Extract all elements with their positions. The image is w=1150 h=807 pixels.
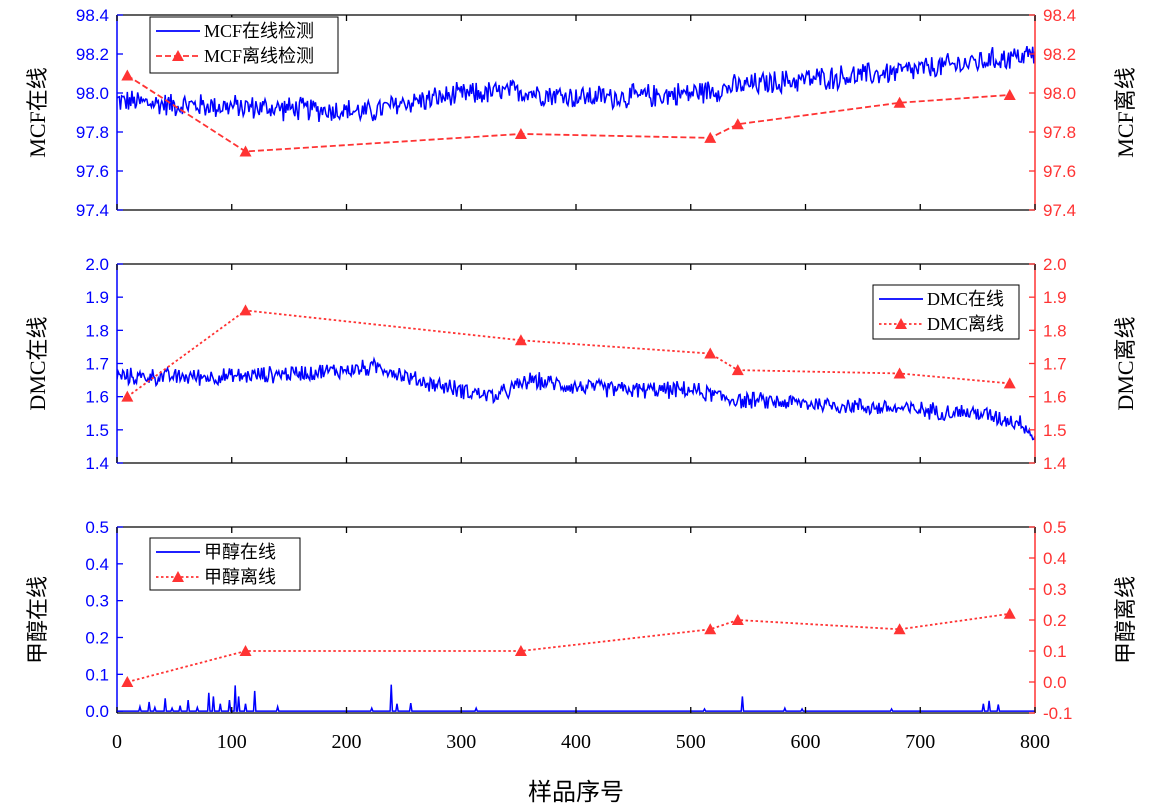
right-tick-label: 1.7 [1043,355,1067,374]
data-point-0-2 [514,127,527,139]
left-tick-label: 97.4 [76,201,109,220]
y-axis-label-left: MCF在线 [25,67,50,157]
left-tick-label: 0.0 [85,702,109,721]
right-tick-label: -0.1 [1043,704,1072,723]
data-point-2-1 [239,645,252,656]
data-point-2-6 [1003,607,1016,619]
left-tick-label: 1.8 [85,321,109,340]
legend-box [149,16,339,74]
right-tick-label: 97.6 [1043,162,1076,181]
legend-marker-1 [895,318,907,329]
right-tick-label: 98.4 [1043,6,1076,25]
legend-label-1: MCF离线检测 [204,46,314,66]
data-point-2-3 [704,623,717,635]
right-tick-label: 2.0 [1043,255,1067,274]
right-tick-label: 0.2 [1043,611,1067,630]
data-point-2-2 [514,645,527,656]
legend-marker-1 [172,571,184,582]
left-tick-label: 97.6 [76,162,109,181]
right-tick-label: 1.8 [1043,321,1067,340]
x-tick-label: 700 [905,731,935,753]
data-point-1-2 [514,334,527,346]
legend: DMC在线 DMC离线 [872,284,1020,340]
legend-label-0: DMC在线 [927,289,1004,309]
data-point-0-4 [731,118,744,130]
data-point-0-3 [704,131,717,143]
y-axis-label-left: 甲醇在线 [25,576,50,664]
left-tick-label: 0.2 [85,628,109,647]
left-tick-label: 98.0 [76,84,109,103]
data-point-1-6 [1003,377,1016,389]
legend-label-1: DMC离线 [927,314,1004,334]
series-line-1-0 [117,356,1035,441]
right-tick-label: 0.0 [1043,673,1067,692]
left-tick-label: 0.3 [85,592,109,611]
x-tick-label: 0 [112,731,122,753]
y-axis-label-right: 甲醇离线 [1113,576,1138,664]
left-tick-label: 98.2 [76,45,109,64]
right-tick-label: 0.4 [1043,549,1067,568]
right-tick-label: 97.8 [1043,123,1076,142]
right-tick-label: 1.5 [1043,421,1067,440]
x-tick-label: 100 [217,731,247,753]
left-tick-label: 2.0 [85,255,109,274]
panel-1: 1.4 1.5 1.6 1.7 1.8 1.9 2.0 1.4 1.5 1.6 1.7 1.8 1.9 2… [25,255,1138,473]
right-tick-label: 0.5 [1043,518,1067,537]
x-tick-label: 200 [332,731,362,753]
data-point-1-5 [893,367,906,379]
legend-label-0: MCF在线检测 [204,21,314,41]
data-point-0-1 [239,145,252,157]
x-tick-label: 800 [1020,731,1050,753]
left-tick-label: 0.4 [85,555,109,574]
left-tick-label: 97.8 [76,123,109,142]
legend-label-1: 甲醇离线 [204,567,276,587]
right-tick-label: 1.9 [1043,288,1067,307]
x-axis-label: 样品序号 [528,779,624,806]
data-point-2-0 [121,676,134,687]
data-point-1-4 [731,364,744,376]
x-tick-label: 300 [446,731,476,753]
left-tick-label: 0.5 [85,518,109,537]
y-axis-label-left: DMC在线 [25,316,50,410]
legend: MCF在线检测 MCF离线检测 [149,16,339,74]
data-point-0-0 [121,69,134,81]
x-tick-label: 600 [791,731,821,753]
legend-label-0: 甲醇在线 [204,542,276,562]
y-axis-label-right: DMC离线 [1113,316,1138,410]
panel-2: 0 100 200 300 400 500 600 700 800 0.0 0.1 0.2 0.3 0.4… [25,518,1138,753]
left-tick-label: 98.4 [76,6,109,25]
panel-0: 97.4 97.6 97.8 98.0 98.2 98.4 97.4 97.6 97.8 98.0… [25,6,1138,220]
left-tick-label: 0.1 [85,665,109,684]
data-point-1-1 [239,304,252,316]
right-tick-label: 0.1 [1043,642,1067,661]
left-tick-label: 1.5 [85,421,109,440]
left-tick-label: 1.6 [85,388,109,407]
x-tick-label: 500 [676,731,706,753]
right-tick-label: 97.4 [1043,201,1076,220]
data-point-1-0 [121,390,134,402]
left-tick-label: 1.4 [85,454,109,473]
legend-box [872,284,1020,340]
data-point-2-4 [731,614,744,625]
data-point-1-3 [704,347,717,359]
left-tick-label: 1.7 [85,355,109,374]
data-point-2-5 [893,623,906,635]
data-point-0-6 [1003,88,1016,100]
series-line-2-1 [127,612,1010,683]
y-axis-label-right: MCF离线 [1113,67,1138,157]
legend-marker-1 [172,50,184,61]
right-tick-label: 98.2 [1043,45,1076,64]
left-tick-label: 1.9 [85,288,109,307]
right-tick-label: 1.4 [1043,454,1067,473]
right-tick-label: 98.0 [1043,84,1076,103]
series-line-0-0 [117,45,1035,123]
data-point-0-5 [893,96,906,108]
x-tick-label: 400 [561,731,591,753]
right-tick-label: 1.6 [1043,388,1067,407]
right-tick-label: 0.3 [1043,580,1067,599]
